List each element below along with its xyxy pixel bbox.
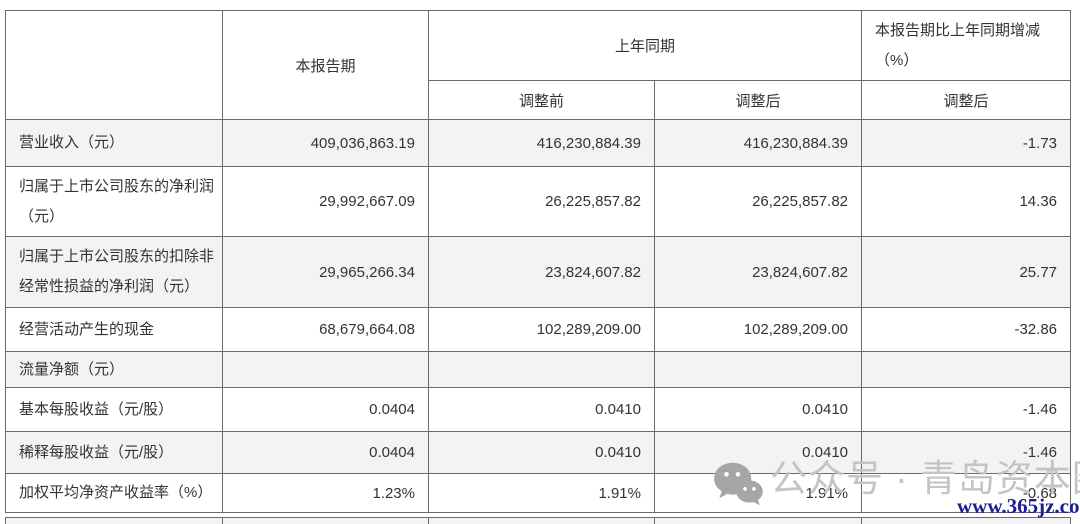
wechat-icon: [714, 462, 763, 506]
cell-after: 0.0410: [653, 387, 863, 432]
table-row-partial: [5, 517, 1071, 524]
cell-after: 0.0410: [653, 431, 863, 474]
header-row-top: 本报告期 上年同期 本报告期比上年同期增减 （%）: [5, 10, 1072, 120]
cell-change: 14.36: [861, 166, 1072, 237]
cell-before: 416,230,884.39: [428, 119, 655, 167]
table-row-net-profit: 归属于上市公司股东的净利润 （元） 29,992,667.09 26,225,8…: [5, 166, 1072, 237]
cell-current: [222, 351, 429, 388]
header-adjust-after: 调整后: [653, 80, 863, 120]
row-label: 稀释每股收益（元/股）: [5, 431, 223, 474]
cell-change: -1.46: [861, 387, 1072, 432]
row-label: 经营活动产生的现金: [5, 307, 223, 352]
cell-current: 0.0404: [222, 387, 429, 432]
watermark-url: www.365jz.com: [957, 494, 1080, 518]
table-row-diluted-eps: 稀释每股收益（元/股） 0.0404 0.0410 0.0410 -1.46: [5, 431, 1072, 474]
row-label: 流量净额（元）: [5, 351, 223, 388]
watermark-text: 公众号 · 青岛资本圈: [770, 458, 1080, 499]
cell-after: 102,289,209.00: [653, 307, 863, 352]
table-row-net-flow: 流量净额（元）: [5, 351, 1072, 388]
cell-before: [428, 351, 655, 388]
cell-current: 1.23%: [222, 473, 429, 513]
cell-before: 26,225,857.82: [428, 166, 655, 237]
header-adjust-before: 调整前: [428, 80, 655, 120]
row-label: 归属于上市公司股东的扣除非 经常性损益的净利润（元）: [5, 236, 223, 308]
cell-change: -32.86: [861, 307, 1072, 352]
cell-before: 23,824,607.82: [428, 236, 655, 308]
row-label: 归属于上市公司股东的净利润 （元）: [5, 166, 223, 237]
cell-change: -1.46: [861, 431, 1072, 474]
header-change-adjust-after: 调整后: [861, 80, 1072, 120]
table-row-basic-eps: 基本每股收益（元/股） 0.0404 0.0410 0.0410 -1.46: [5, 387, 1072, 432]
row-label: 加权平均净资产收益率（%）: [5, 473, 223, 513]
header-prior-period-group: 上年同期: [427, 10, 863, 81]
cell-after: 416,230,884.39: [653, 119, 863, 167]
table-row-operating-cash: 经营活动产生的现金 68,679,664.08 102,289,209.00 1…: [5, 307, 1072, 352]
cell-change: -1.73: [861, 119, 1072, 167]
header-row-sub: 调整前 调整后 调整后: [6, 80, 1072, 120]
table-row-revenue: 营业收入（元） 409,036,863.19 416,230,884.39 41…: [5, 119, 1072, 167]
row-label: 营业收入（元）: [5, 119, 223, 167]
cell-after: 26,225,857.82: [653, 166, 863, 237]
cell-change: [861, 351, 1072, 388]
table-row-deducted-net-profit: 归属于上市公司股东的扣除非 经常性损益的净利润（元） 29,965,266.34…: [5, 236, 1072, 308]
cell-change: 25.77: [861, 236, 1072, 308]
header-change-group: 本报告期比上年同期增减 （%）: [861, 10, 1072, 81]
cell-current: 29,992,667.09: [222, 166, 429, 237]
cell-change: -0.68: [861, 473, 1072, 513]
cell-after: [653, 351, 863, 388]
cell-current: 29,965,266.34: [222, 236, 429, 308]
header-blank-cell: [5, 10, 223, 120]
financial-summary-table: 本报告期 上年同期 本报告期比上年同期增减 （%） 调整前 调整后 调整后 营业…: [5, 10, 1072, 513]
cell-current: 409,036,863.19: [222, 119, 429, 167]
cell-current: 68,679,664.08: [222, 307, 429, 352]
cell-current: 0.0404: [222, 431, 429, 474]
cell-before: 1.91%: [428, 473, 655, 513]
cell-before: 0.0410: [428, 387, 655, 432]
cell-after: 23,824,607.82: [653, 236, 863, 308]
row-label: 基本每股收益（元/股）: [5, 387, 223, 432]
header-current-period: 本报告期: [222, 10, 429, 120]
cell-before: 102,289,209.00: [428, 307, 655, 352]
cell-before: 0.0410: [428, 431, 655, 474]
